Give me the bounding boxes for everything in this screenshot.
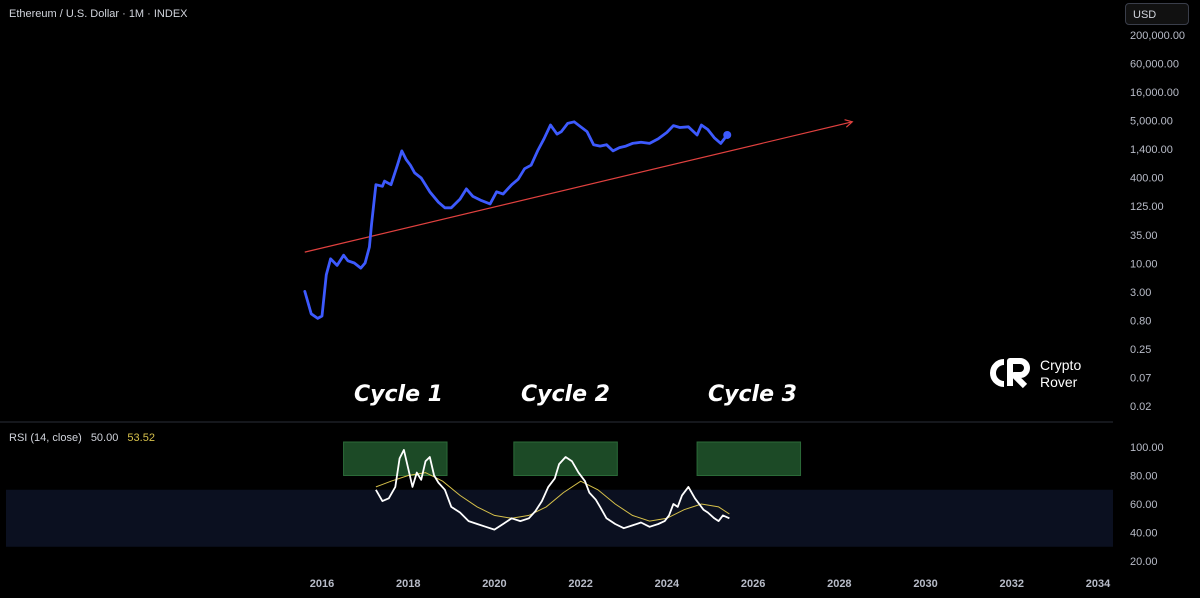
time-tick-label: 2020 bbox=[482, 578, 506, 590]
rsi-legend-value: 50.00 bbox=[90, 432, 119, 444]
rsi-axis: 100.00 80.00 60.00 40.00 20.00 bbox=[1130, 442, 1164, 568]
rsi-legend-label: RSI (14, close) bbox=[9, 432, 82, 444]
brand-watermark: Crypto Rover bbox=[984, 356, 1094, 392]
time-tick-label: 2022 bbox=[568, 578, 592, 590]
price-tick-label: 5,000.00 bbox=[1130, 116, 1173, 128]
price-tick-label: 400.00 bbox=[1130, 173, 1164, 185]
overbought-zone-3 bbox=[696, 441, 802, 476]
price-axis: 200,000.00 60,000.00 16,000.00 5,000.00 1,40… bbox=[1130, 30, 1185, 413]
time-tick-label: 2024 bbox=[655, 578, 680, 590]
chart-title: Ethereum / U.S. Dollar · 1M · INDEX bbox=[9, 8, 188, 20]
price-tick-label: 0.02 bbox=[1130, 401, 1151, 413]
price-tick-label: 16,000.00 bbox=[1130, 87, 1179, 99]
price-series-line bbox=[303, 120, 729, 320]
overbought-zones bbox=[343, 441, 802, 476]
trend-arrow-head bbox=[844, 119, 854, 128]
time-tick-label: 2032 bbox=[1000, 578, 1024, 590]
price-tick-label: 0.07 bbox=[1130, 372, 1151, 384]
rsi-legend: RSI (14, close) 50.00 53.52 bbox=[9, 432, 161, 444]
crypto-rover-logo-icon bbox=[990, 358, 1030, 389]
currency-button[interactable]: USD bbox=[1125, 3, 1189, 25]
cycle-2-label: Cycle 2 bbox=[521, 382, 610, 407]
brand-line-1: Crypto bbox=[1040, 357, 1082, 373]
price-tick-label: 125.00 bbox=[1130, 201, 1164, 213]
trend-line bbox=[304, 121, 853, 253]
overbought-zone-2 bbox=[513, 441, 618, 476]
time-tick-label: 2030 bbox=[913, 578, 937, 590]
cycle-1-label: Cycle 1 bbox=[354, 382, 443, 407]
time-tick-label: 2028 bbox=[827, 578, 851, 590]
time-tick-label: 2018 bbox=[396, 578, 420, 590]
price-tick-label: 1,400.00 bbox=[1130, 144, 1173, 156]
price-tick-label: 10.00 bbox=[1130, 258, 1158, 270]
time-tick-label: 2016 bbox=[310, 578, 334, 590]
brand-line-2: Rover bbox=[1040, 374, 1078, 390]
price-tick-label: 35.00 bbox=[1130, 230, 1158, 242]
time-axis: 2016 2018 2020 2022 2024 2026 2028 2030 2032 2034 bbox=[310, 578, 1111, 590]
last-price-dot bbox=[723, 130, 732, 139]
brand-name: Crypto Rover bbox=[1040, 357, 1081, 391]
price-tick-label: 60,000.00 bbox=[1130, 59, 1179, 71]
overbought-zone-1 bbox=[343, 441, 448, 476]
cycle-3-label: Cycle 3 bbox=[708, 382, 797, 407]
rsi-tick-label: 80.00 bbox=[1130, 471, 1158, 483]
rsi-tick-label: 100.00 bbox=[1130, 442, 1164, 454]
price-tick-label: 200,000.00 bbox=[1130, 30, 1185, 42]
rsi-legend-ma-value: 53.52 bbox=[127, 432, 155, 444]
rsi-tick-label: 40.00 bbox=[1130, 528, 1158, 540]
price-tick-label: 0.25 bbox=[1130, 344, 1151, 356]
rsi-line bbox=[375, 449, 730, 531]
rsi-tick-label: 60.00 bbox=[1130, 499, 1158, 511]
rsi-neutral-band bbox=[6, 489, 1113, 547]
time-tick-label: 2026 bbox=[741, 578, 765, 590]
price-tick-label: 0.80 bbox=[1130, 315, 1151, 327]
rsi-tick-label: 20.00 bbox=[1130, 556, 1158, 568]
time-tick-label: 2034 bbox=[1086, 578, 1111, 590]
price-tick-label: 3.00 bbox=[1130, 287, 1151, 299]
